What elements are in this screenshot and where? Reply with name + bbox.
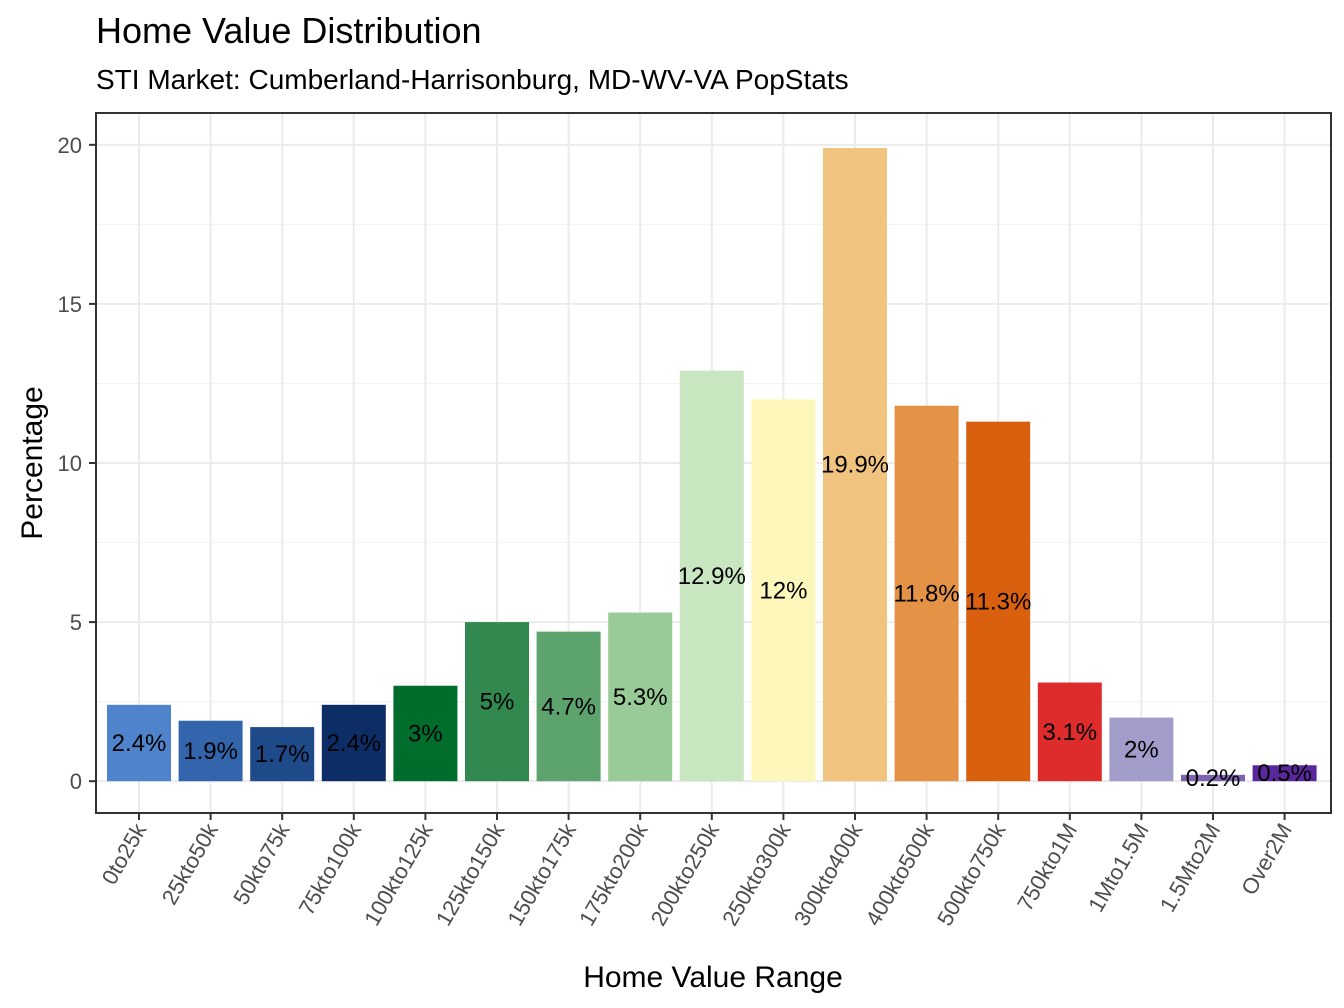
y-axis-title: Percentage [16, 386, 49, 539]
bar-label: 0.5% [1257, 760, 1312, 787]
bar-125kto150k [465, 622, 529, 782]
y-tick-label: 10 [58, 451, 82, 476]
x-tick-label: 250kto300k [717, 818, 796, 930]
x-tick-label: 50kto75k [228, 818, 295, 909]
bar-label: 1.7% [255, 741, 310, 768]
bar-Over2M [1252, 765, 1317, 782]
bar-400kto500k [894, 405, 959, 782]
x-axis-title: Home Value Range [583, 961, 843, 994]
y-tick-label: 20 [58, 133, 82, 158]
x-tick-label: 750kto1M [1012, 819, 1082, 915]
bar-label: 11.8% [893, 580, 959, 607]
bar-label: 2.4% [112, 730, 167, 757]
bar-label: 3.1% [1042, 719, 1097, 746]
bar-label: 12.9% [678, 563, 746, 590]
bar-1Mto1.5M [1109, 717, 1174, 782]
bar-label: 5% [480, 689, 515, 716]
bar-label: 3% [408, 720, 443, 747]
bars [107, 148, 1317, 782]
chart-subtitle: STI Market: Cumberland-Harrisonburg, MD-… [96, 64, 849, 95]
bar-150kto175k [536, 631, 601, 782]
x-tick-label: Over2M [1236, 819, 1297, 899]
bar-75kto100k [321, 704, 386, 782]
bar-500kto750k [966, 421, 1031, 782]
bar-labels: 2.4% 1.9% 1.7% 2.4% 3% 5% 4.7% 5.3% 12.9% 12% 19.9… [112, 452, 1312, 792]
bar-label: 2.4% [326, 730, 381, 757]
y-axis: 0 5 10 15 20 [58, 133, 96, 794]
bar-1.5Mto2M [1181, 774, 1245, 782]
x-tick-label: 1.5Mto2M [1155, 819, 1226, 916]
bar-label: 4.7% [541, 693, 596, 720]
y-tick-label: 5 [70, 610, 82, 635]
bar-label: 0.2% [1186, 765, 1241, 792]
x-tick-label: 400kto500k [860, 818, 939, 930]
bar-label: 2% [1124, 736, 1159, 763]
x-tick-label: 1Mto1.5M [1083, 819, 1154, 916]
x-tick-label: 100kto125k [359, 818, 438, 930]
x-tick-label: 150kto175k [502, 818, 581, 930]
x-tick-label: 125kto150k [431, 818, 510, 930]
bar-750kto1M [1037, 682, 1102, 782]
bar-175kto200k [608, 612, 673, 782]
chart-title: Home Value Distribution [96, 10, 482, 51]
x-tick-label: 0to25k [97, 818, 152, 889]
bar-250kto300k [751, 399, 816, 782]
bar-100kto125k [393, 685, 458, 782]
bar-label: 1.9% [183, 738, 238, 765]
x-tick-label: 75kto100k [294, 818, 367, 919]
bar-200kto250k [679, 370, 744, 782]
bar-25kto50k [178, 720, 243, 782]
x-tick-label: 175kto200k [574, 818, 653, 930]
x-axis: 0to25k 25kto50k 50kto75k 75kto100k100kto125… [97, 813, 1297, 930]
x-tick-label: 25kto50k [157, 818, 224, 909]
x-tick-label: 500kto750k [932, 818, 1011, 930]
y-tick-label: 0 [70, 769, 82, 794]
x-tick-label: 300kto400k [789, 818, 868, 930]
bar-300kto400k [823, 148, 887, 782]
x-tick-label: 200kto250k [646, 818, 725, 930]
bar-0to25k [107, 704, 171, 782]
bar-label: 11.3% [965, 588, 1031, 615]
bar-label: 12% [759, 577, 807, 604]
bar-50kto75k [250, 727, 315, 782]
bar-label: 5.3% [613, 684, 668, 711]
y-tick-label: 15 [58, 292, 82, 317]
bar-label: 19.9% [821, 452, 889, 479]
